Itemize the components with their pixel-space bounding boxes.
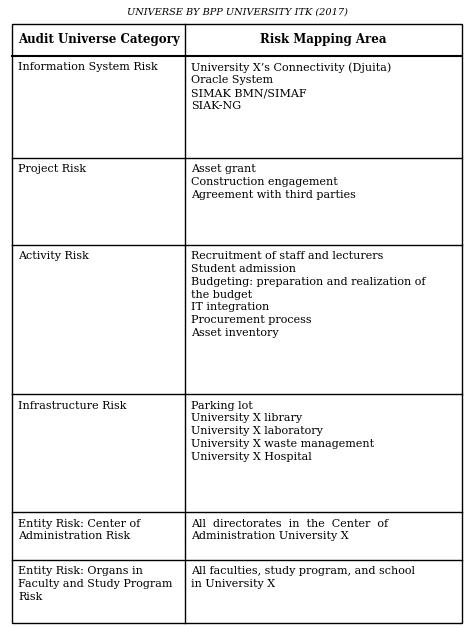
Text: Information System Risk: Information System Risk bbox=[18, 62, 158, 72]
Text: Project Risk: Project Risk bbox=[18, 165, 86, 175]
Text: Audit Universe Category: Audit Universe Category bbox=[18, 33, 179, 46]
Text: Entity Risk: Organs in
Faculty and Study Program
Risk: Entity Risk: Organs in Faculty and Study… bbox=[18, 566, 173, 602]
Text: Recruitment of staff and lecturers
Student admission
Budgeting: preparation and : Recruitment of staff and lecturers Stude… bbox=[191, 251, 426, 338]
Text: Infrastructure Risk: Infrastructure Risk bbox=[18, 401, 127, 411]
Text: Parking lot
University X library
University X laboratory
University X waste mana: Parking lot University X library Univers… bbox=[191, 401, 374, 462]
Text: All faculties, study program, and school
in University X: All faculties, study program, and school… bbox=[191, 566, 415, 589]
Text: Activity Risk: Activity Risk bbox=[18, 251, 89, 261]
Text: University X’s Connectivity (Djuita)
Oracle System
SIMAK BMN/SIMAF
SIAK-NG: University X’s Connectivity (Djuita) Ora… bbox=[191, 62, 392, 111]
Text: Asset grant
Construction engagement
Agreement with third parties: Asset grant Construction engagement Agre… bbox=[191, 165, 356, 200]
Text: UNIVERSE BY BPP UNIVERSITY ITK (2017): UNIVERSE BY BPP UNIVERSITY ITK (2017) bbox=[127, 8, 347, 16]
Text: Entity Risk: Center of
Administration Risk: Entity Risk: Center of Administration Ri… bbox=[18, 518, 140, 541]
Text: All  directorates  in  the  Center  of
Administration University X: All directorates in the Center of Admini… bbox=[191, 518, 389, 541]
Text: Risk Mapping Area: Risk Mapping Area bbox=[260, 33, 387, 46]
